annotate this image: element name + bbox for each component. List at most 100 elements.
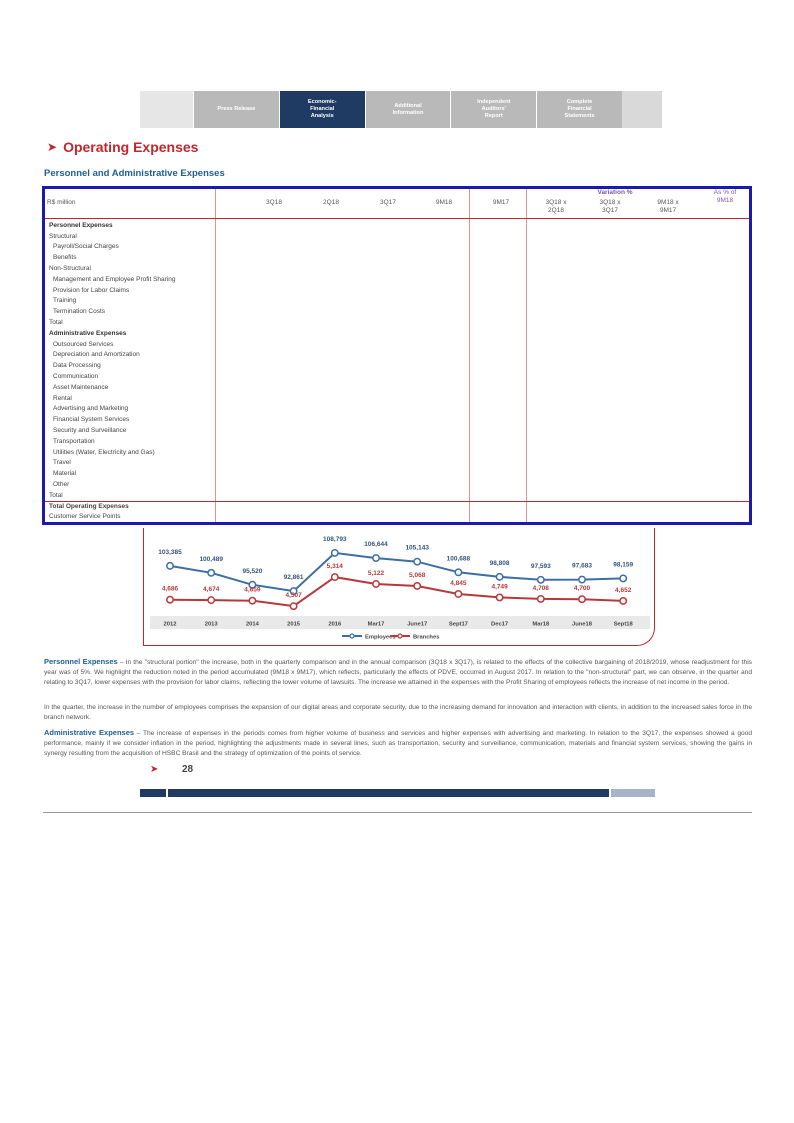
x-tick-label: 2015 [287, 622, 301, 628]
data-point [413, 582, 422, 590]
page-number: 28 [182, 764, 194, 775]
row-label: Advertising and Marketing [53, 405, 129, 413]
table-row: Administrative Expenses [45, 328, 749, 339]
table-row: Depreciation and Amortization [45, 350, 749, 361]
paragraph-lead: Personnel Expenses [44, 657, 118, 666]
row-label: Depreciation and Amortization [53, 351, 140, 359]
row-label: Training [53, 297, 77, 305]
table-row: Termination Costs [45, 306, 749, 317]
administrative-paragraph: Administrative Expenses – The increase o… [44, 727, 752, 759]
employees-paragraph: In the quarter, the increase in the numb… [44, 703, 752, 723]
row-label: Outsourced Services [53, 340, 114, 348]
data-label: 4,708 [533, 585, 550, 592]
row-label: Personnel Expenses [49, 221, 113, 229]
paragraph-text: – In the "structural portion" the increa… [44, 659, 752, 686]
x-tick-label: 2016 [328, 622, 342, 628]
table-row: Asset Maintenance [45, 382, 749, 393]
personnel-paragraph: Personnel Expenses – In the "structural … [44, 656, 752, 688]
row-label: Termination Costs [53, 308, 106, 316]
x-tick-label: 2013 [205, 622, 219, 628]
row-label: Travel [53, 459, 71, 467]
data-label: 5,122 [368, 570, 385, 577]
series-line-branches [169, 576, 624, 608]
nav-lead [140, 91, 193, 128]
data-label: 5,068 [409, 572, 426, 579]
data-label: 108,793 [323, 536, 347, 543]
row-label: Administrative Expenses [49, 329, 127, 337]
tab-press-release[interactable]: Press Release [193, 91, 279, 128]
data-label: 105,143 [405, 545, 429, 552]
table-row: Transportation [45, 436, 749, 447]
data-point [619, 574, 628, 583]
row-label: Benefits [53, 254, 77, 262]
section-header: ➤ Operating Expenses [47, 139, 198, 155]
table-row: Total [45, 490, 749, 501]
x-tick-label: Dec17 [491, 622, 508, 628]
paragraph-lead: Administrative Expenses [44, 728, 135, 737]
table-row: Material [45, 468, 749, 479]
table-row: Customer Service Points [45, 512, 749, 522]
legend-marker [349, 633, 355, 639]
row-label: Customer Service Points [49, 513, 121, 521]
pct-header: As % of 9M18 [713, 189, 737, 205]
tab-complete-financial-statements[interactable]: Complete Financial Statements [536, 91, 622, 128]
tab-additional-information[interactable]: Additional Information [364, 91, 451, 128]
footer-bar [611, 789, 655, 797]
double-arrow-icon: ➤ [47, 140, 58, 154]
tab-independent-auditors-report[interactable]: Independent Auditors' Report [450, 91, 537, 128]
x-tick-label: 2012 [164, 622, 177, 628]
data-point [454, 568, 463, 577]
table-row: Payroll/Social Charges [45, 242, 749, 253]
row-label: Structural [49, 232, 77, 240]
variation-col: 3Q18 x 3Q17 [599, 199, 621, 215]
tab-economic-financial-analysis[interactable]: Economic- Financial Analysis [278, 91, 365, 128]
variation-col: 3Q18 x 2Q18 [545, 199, 567, 215]
row-label: Payroll/Social Charges [53, 243, 119, 251]
data-label: 4,652 [615, 587, 632, 594]
data-point [166, 595, 174, 604]
data-label: 4,749 [491, 583, 508, 590]
legend-label: Branches [413, 635, 439, 641]
double-arrow-icon: ➤ [150, 764, 159, 775]
data-label: 4,659 [244, 587, 261, 594]
row-label: Asset Maintenance [53, 383, 109, 391]
paragraph-text: – The increase of expenses in the period… [44, 730, 753, 757]
column-divider [469, 189, 470, 522]
data-label: 98,808 [490, 560, 510, 567]
legend-label: Employees [365, 635, 396, 641]
table-row: Benefits [45, 252, 749, 263]
data-point [578, 575, 586, 584]
data-point [372, 580, 380, 588]
table-row: Financial System Services [45, 414, 749, 425]
row-label: Transportation [53, 437, 95, 445]
col-header: 9M17 [492, 199, 510, 206]
table-header: R$ million 3Q18 2Q18 3Q17 9M18 9M17 Vari… [45, 189, 749, 219]
data-label: 4,674 [203, 586, 220, 593]
variation-col: 9M18 x 9M17 [657, 199, 679, 215]
footer-bar [140, 789, 166, 797]
row-label: Security and Surveillance [53, 427, 127, 435]
row-label: Communication [53, 373, 99, 381]
report-navigation: Press Release Economic- Financial Analys… [140, 91, 662, 128]
variation-header: Variation % [597, 189, 633, 196]
footer-bar [168, 789, 609, 797]
data-point [248, 580, 257, 589]
col-header: 3Q17 [380, 199, 396, 206]
data-label: 95,520 [242, 568, 262, 575]
data-point [330, 573, 339, 582]
unit-label: R$ million [47, 199, 76, 206]
x-tick-label: June18 [572, 622, 593, 628]
data-point [289, 587, 298, 596]
column-divider [526, 189, 527, 522]
table-row: Personnel Expenses [45, 220, 749, 231]
row-label: Data Processing [53, 362, 101, 370]
table-subtitle: Personnel and Administrative Expenses [44, 168, 225, 179]
data-point [578, 595, 586, 604]
series-line-employees [169, 551, 624, 593]
x-tick-label: Sept17 [449, 622, 468, 628]
table-row: Total Operating Expenses [45, 500, 749, 512]
table-row: Security and Surveillance [45, 425, 749, 436]
data-label: 4,507 [285, 592, 302, 599]
data-point [330, 548, 339, 557]
data-point [536, 575, 545, 584]
